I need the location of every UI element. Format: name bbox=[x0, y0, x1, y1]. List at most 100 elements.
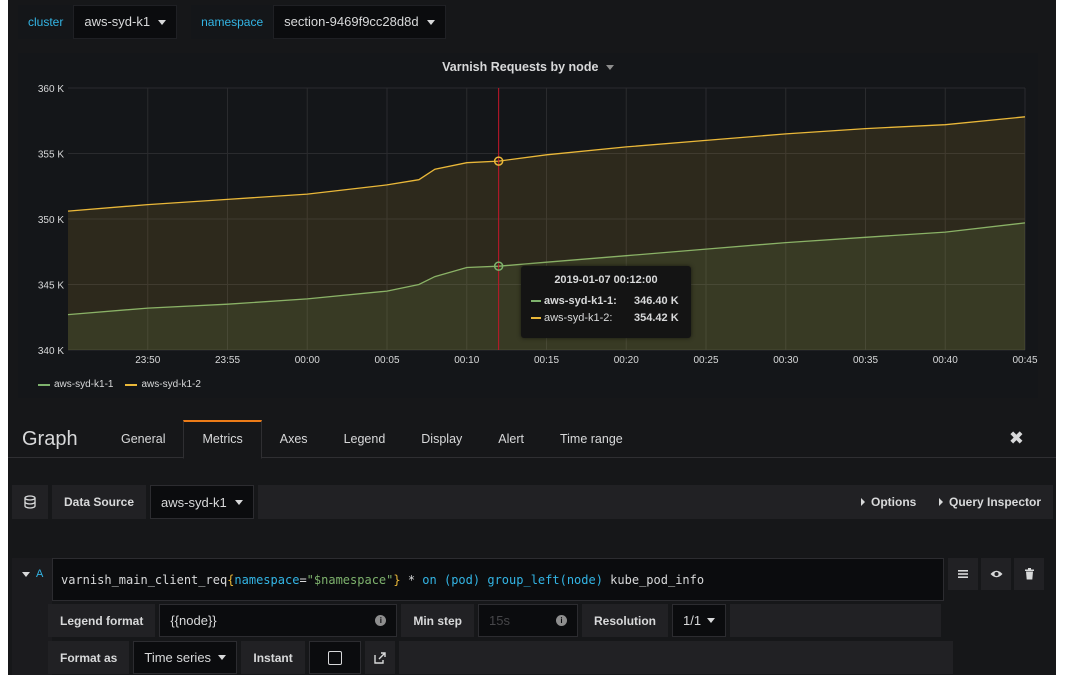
x-tick-label: 00:45 bbox=[1012, 355, 1037, 366]
tooltip-time: 2019-01-07 00:12:00 bbox=[554, 274, 658, 286]
format-as-select[interactable]: Time series bbox=[133, 641, 238, 674]
query-options-row-1: Legend format {{node}} i Min step 15s i Re… bbox=[48, 604, 942, 637]
instant-label: Instant bbox=[241, 641, 305, 674]
tooltip-series-value: 346.40 K bbox=[634, 294, 679, 307]
options-row-filler bbox=[730, 604, 942, 637]
query-token-grouping: (pod) bbox=[443, 573, 481, 587]
options-toggle-button[interactable]: Options bbox=[849, 485, 929, 519]
query-token-brace: } bbox=[393, 573, 401, 587]
caret-down-icon bbox=[707, 618, 716, 623]
datasource-row: Data Source aws-syd-k1 bbox=[12, 485, 861, 519]
query-token-label: namespace bbox=[234, 573, 300, 587]
graph-chart[interactable]: 340 K 345 K 350 K 355 K 360 K 23:50 23:55 00:00… bbox=[18, 53, 1038, 398]
query-token-operator: * bbox=[400, 573, 423, 587]
options-label: Options bbox=[871, 495, 917, 509]
graph-tooltip: 2019-01-07 00:12:00 aws-syd-k1-1: 346.40 … bbox=[521, 266, 691, 338]
info-icon[interactable]: i bbox=[375, 615, 387, 626]
resolution-select[interactable]: 1/1 bbox=[672, 604, 727, 637]
tooltip-swatch bbox=[531, 316, 541, 319]
query-gutter: A bbox=[12, 558, 52, 675]
instant-checkbox[interactable] bbox=[327, 650, 342, 665]
info-icon[interactable]: i bbox=[556, 615, 568, 626]
grafana-app: cluster aws-syd-k1 namespace section-946… bbox=[8, 0, 1056, 675]
tooltip-series-value: 354.42 K bbox=[634, 311, 679, 324]
tooltip-series-name: aws-syd-k1-1: bbox=[544, 294, 617, 307]
editor-tabs: General Metrics Axes Legend Display Aler… bbox=[103, 420, 641, 459]
caret-down-icon bbox=[22, 571, 30, 577]
hamburger-icon bbox=[958, 570, 968, 578]
x-tick-label: 00:10 bbox=[454, 355, 479, 366]
query-toggle-visibility-button[interactable] bbox=[981, 558, 1011, 590]
datasource-select[interactable]: aws-syd-k1 bbox=[150, 485, 254, 519]
x-tick-label: 23:55 bbox=[215, 355, 240, 366]
query-menu-button[interactable] bbox=[948, 558, 978, 590]
datasource-value: aws-syd-k1 bbox=[161, 494, 227, 510]
variable-namespace-value: section-9469f9cc28d8d bbox=[284, 14, 419, 29]
tab-axes[interactable]: Axes bbox=[279, 432, 308, 446]
x-tick-label: 00:35 bbox=[853, 355, 878, 366]
query-token-operator: = bbox=[299, 573, 307, 587]
crosshair-point-aws-syd-k1-1 bbox=[493, 261, 504, 271]
tab-general[interactable]: General bbox=[121, 432, 166, 446]
options-row-filler bbox=[398, 641, 953, 674]
query-token-string: "$namespace" bbox=[306, 573, 394, 587]
panel-editor-header: Graph General Metrics Axes Legend Displa… bbox=[8, 420, 1056, 459]
y-tick-label: 360 K bbox=[38, 84, 64, 95]
variable-namespace-label: namespace bbox=[191, 5, 274, 39]
min-step-placeholder: 15s bbox=[489, 613, 510, 628]
caret-right-icon bbox=[939, 498, 943, 506]
tab-alert[interactable]: Alert bbox=[498, 432, 524, 446]
editor-title: Graph bbox=[22, 428, 78, 450]
external-link-icon bbox=[374, 651, 386, 664]
tab-time-range[interactable]: Time range bbox=[559, 432, 623, 446]
tooltip-swatch bbox=[531, 299, 541, 302]
tab-legend[interactable]: Legend bbox=[343, 432, 386, 446]
variable-cluster-value: aws-syd-k1 bbox=[84, 14, 151, 29]
resolution-value: 1/1 bbox=[683, 613, 702, 628]
query-collapse-toggle[interactable]: A bbox=[22, 568, 43, 580]
caret-down-icon bbox=[158, 19, 167, 25]
x-tick-label: 00:40 bbox=[933, 355, 958, 366]
x-tick-label: 00:05 bbox=[374, 355, 399, 366]
y-tick-label: 350 K bbox=[38, 215, 64, 226]
series-line-aws-syd-k1-1 bbox=[67, 222, 1026, 316]
variable-namespace: namespace section-9469f9cc28d8d bbox=[191, 5, 446, 39]
variable-cluster: cluster aws-syd-k1 bbox=[18, 5, 178, 39]
query-token-keyword: group_left bbox=[487, 573, 560, 587]
y-tick-label: 340 K bbox=[38, 346, 64, 357]
close-icon[interactable]: ✖ bbox=[1008, 428, 1024, 448]
variable-namespace-select[interactable]: section-9469f9cc28d8d bbox=[273, 5, 446, 39]
graph-panel: 340 K 345 K 350 K 355 K 360 K 23:50 23:55 00:00… bbox=[18, 53, 1038, 398]
legend-format-input[interactable]: {{node}} i bbox=[159, 604, 398, 637]
external-link-button[interactable] bbox=[364, 641, 395, 674]
variable-cluster-select[interactable]: aws-syd-k1 bbox=[73, 5, 178, 39]
tab-metrics[interactable]: Metrics bbox=[183, 420, 262, 459]
min-step-input[interactable]: 15s i bbox=[478, 604, 579, 637]
query-options-row-2: Format as Time series Instant bbox=[48, 641, 953, 674]
crosshair-point-aws-syd-k1-2 bbox=[493, 156, 504, 166]
legend-format-label: Legend format bbox=[48, 604, 156, 637]
series-line-aws-syd-k1-2 bbox=[67, 116, 1026, 212]
query-token-keyword: on bbox=[422, 573, 437, 587]
panel-title-text: Varnish Requests by node bbox=[442, 60, 599, 74]
legend-format-value: {{node}} bbox=[170, 613, 217, 628]
query-inspector-button[interactable]: Query Inspector bbox=[927, 485, 1054, 519]
variable-cluster-label: cluster bbox=[18, 5, 74, 39]
panel-title[interactable]: Varnish Requests by node bbox=[18, 60, 1038, 74]
query-token-brace: { bbox=[227, 573, 235, 587]
database-icon bbox=[12, 485, 48, 519]
legend-item-aws-syd-k1-2[interactable]: aws-syd-k1-2 bbox=[125, 379, 201, 390]
template-variables-bar: cluster aws-syd-k1 namespace section-946… bbox=[18, 5, 446, 39]
x-tick-label: 23:50 bbox=[135, 355, 160, 366]
tab-display[interactable]: Display bbox=[421, 432, 463, 446]
query-expression-input[interactable]: varnish_main_client_req{namespace="$name… bbox=[52, 558, 944, 601]
caret-down-icon bbox=[218, 655, 227, 660]
y-tick-label: 345 K bbox=[38, 281, 64, 292]
legend-label: aws-syd-k1-2 bbox=[141, 379, 201, 390]
query-inspector-label: Query Inspector bbox=[949, 495, 1042, 509]
trash-icon bbox=[1024, 568, 1034, 580]
x-tick-label: 00:00 bbox=[295, 355, 320, 366]
query-delete-button[interactable] bbox=[1014, 558, 1044, 590]
tooltip-row: aws-syd-k1-2: 354.42 K bbox=[531, 309, 681, 326]
legend-item-aws-syd-k1-1[interactable]: aws-syd-k1-1 bbox=[38, 379, 113, 390]
